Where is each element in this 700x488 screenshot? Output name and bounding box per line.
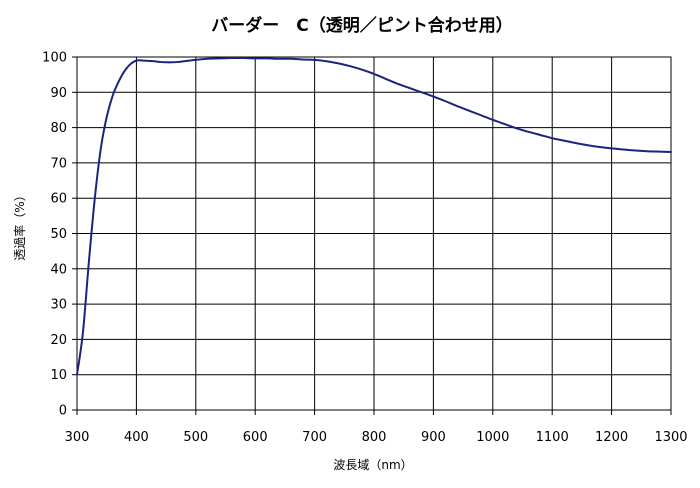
y-tick-label: 0	[59, 404, 67, 419]
chart-title: バーダー C（透明／ピント合わせ用）	[211, 15, 512, 36]
x-tick-label: 300	[65, 430, 90, 445]
y-tick-label: 80	[50, 121, 67, 136]
x-tick-label: 1300	[654, 430, 687, 445]
x-tick-label: 700	[302, 430, 327, 445]
gridlines	[77, 57, 671, 410]
x-axis-ticks: 300 400 500 600 700 800 900 1000 1100 1200 1300	[65, 410, 688, 445]
x-tick-label: 1100	[536, 430, 569, 445]
y-tick-label: 90	[50, 86, 67, 101]
x-tick-label: 800	[362, 430, 387, 445]
y-tick-label: 60	[50, 192, 67, 207]
y-axis-ticks: 0 10 20 30 40 50 60 70 80 90 100	[42, 51, 77, 419]
x-tick-label: 900	[421, 430, 446, 445]
y-tick-label: 40	[50, 262, 67, 277]
y-tick-label: 10	[50, 368, 67, 383]
y-tick-label: 70	[50, 156, 67, 171]
x-tick-label: 400	[124, 430, 149, 445]
x-axis-title: 波長域（nm）	[333, 458, 412, 472]
y-tick-label: 100	[42, 51, 67, 66]
y-tick-label: 50	[50, 227, 67, 242]
series-layer	[76, 57, 672, 376]
x-tick-label: 500	[183, 430, 208, 445]
y-axis-title: 透過率（%）	[12, 189, 27, 260]
x-tick-label: 1200	[595, 430, 628, 445]
x-tick-label: 1000	[476, 430, 509, 445]
y-tick-label: 30	[50, 298, 67, 313]
y-tick-label: 20	[50, 333, 67, 348]
transmission-series-line	[76, 57, 672, 376]
x-tick-label: 600	[243, 430, 268, 445]
